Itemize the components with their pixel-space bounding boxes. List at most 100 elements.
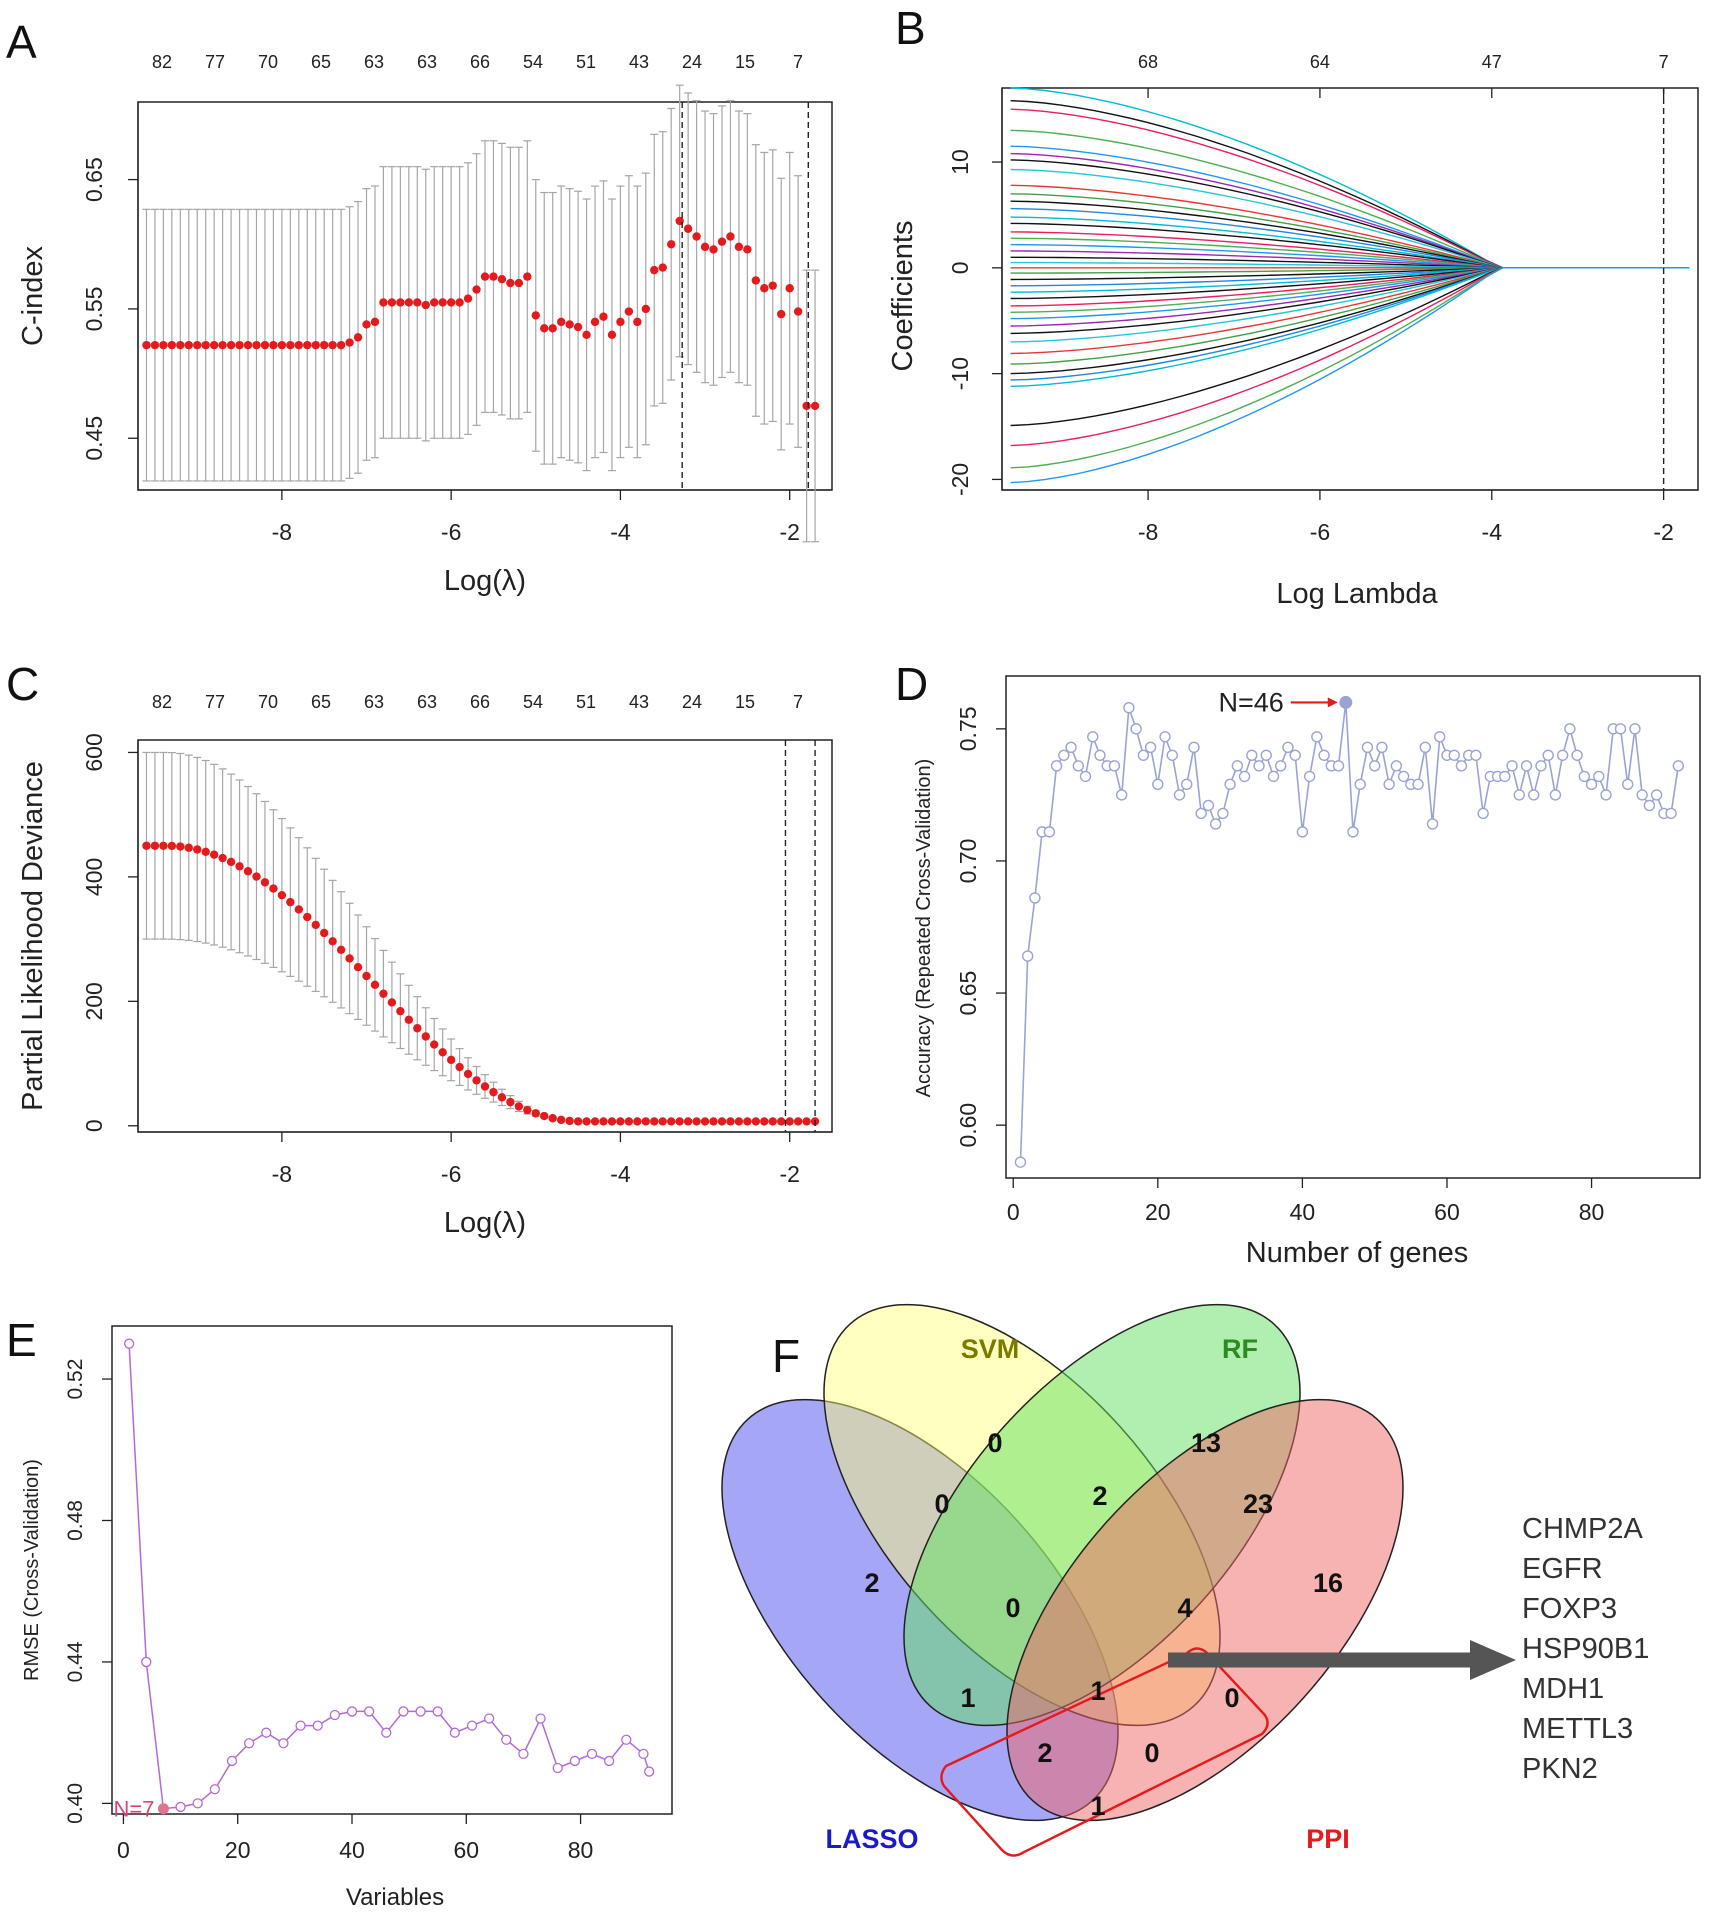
panel-d-point <box>1267 770 1280 783</box>
panel-d-point <box>1296 826 1309 838</box>
panel-e-point <box>363 1706 375 1717</box>
panel-b-ytick-label: -10 <box>947 357 973 390</box>
panel-a-xtick-label: -6 <box>441 519 461 545</box>
panel-e-point <box>603 1755 615 1767</box>
panel-d: D Number of genes Accuracy (Repeated Cro… <box>895 658 1701 1269</box>
panel-d-point <box>1361 741 1374 754</box>
panel-c-ytick-label: 600 <box>81 733 107 771</box>
panel-c-point <box>480 1082 490 1091</box>
panel-d-point <box>1622 778 1634 791</box>
panel-d-best-point <box>1339 695 1353 709</box>
panel-b-ytick-label: 10 <box>947 149 973 175</box>
panel-e-point <box>432 1706 443 1717</box>
panel-d-annotation-arrowhead <box>1327 697 1338 708</box>
panel-c-point <box>633 1117 642 1126</box>
panel-d-point <box>1347 826 1359 838</box>
panel-a-point <box>624 307 634 316</box>
panel-d-point <box>1159 731 1171 743</box>
panel-a-point <box>286 340 295 350</box>
panel-a-point <box>353 333 363 342</box>
panel-d-point <box>1614 723 1627 735</box>
panel-a-top-count: 82 <box>152 52 172 72</box>
panel-c-point <box>760 1117 769 1126</box>
panel-d-point <box>1520 760 1533 772</box>
panel-a-top-count: 63 <box>417 52 437 72</box>
panel-e-point <box>621 1734 632 1745</box>
panel-a-point <box>379 298 388 307</box>
panel-c-point <box>599 1117 608 1126</box>
gene-list: CHMP2A EGFR FOXP3 HSP90B1 MDH1 METTL3 PKN2 <box>1522 1513 1649 1785</box>
panel-a-point <box>370 317 380 327</box>
panel-c-point <box>658 1117 667 1126</box>
panel-b-label: B <box>895 2 926 54</box>
panel-d-point <box>1029 892 1041 904</box>
panel-b-coef-path <box>1010 152 1690 269</box>
venn-count-lasso-rf: 1 <box>960 1683 975 1713</box>
panel-b-xtick-label: -2 <box>1653 519 1673 545</box>
panel-d-point <box>1571 749 1583 761</box>
venn-count-lasso-svm-ppi: 2 <box>1037 1738 1052 1768</box>
panel-e-point <box>329 1709 341 1721</box>
panel-a-point <box>607 330 617 339</box>
panel-d-point <box>1072 760 1084 772</box>
panel-c-xtick-label: -8 <box>272 1161 292 1187</box>
panel-a-point <box>616 317 625 327</box>
panel-d-xlabel: Number of genes <box>1246 1237 1468 1269</box>
panel-b-xtick-label: -4 <box>1482 519 1503 545</box>
panel-c-point <box>726 1117 735 1126</box>
venn-count-rf-ppi: 23 <box>1243 1489 1273 1519</box>
panel-b-xlabel: Log Lambda <box>1276 578 1438 610</box>
panel-a-point <box>167 340 177 350</box>
panel-c-point <box>269 884 278 893</box>
panel-d-ytick-label: 0.60 <box>955 1103 981 1148</box>
panel-c-top-count: 82 <box>152 692 172 712</box>
panel-c-point <box>768 1117 777 1126</box>
panel-d-point <box>1419 741 1431 754</box>
panel-a-point <box>209 340 219 350</box>
panel-c-point <box>455 1062 464 1072</box>
panel-c-point <box>582 1117 591 1126</box>
panel-f-label: F <box>772 1330 800 1382</box>
panel-e-point <box>535 1713 546 1724</box>
panel-e-point <box>569 1755 581 1767</box>
panel-d-point <box>1209 818 1222 830</box>
panel-d-point <box>1079 770 1092 783</box>
panel-d-point <box>1470 749 1482 761</box>
panel-c-point <box>616 1117 625 1126</box>
panel-d-point <box>1050 760 1063 772</box>
panel-a-point <box>260 340 270 350</box>
panel-b-top-count: 47 <box>1482 52 1502 72</box>
panel-d-ytick-label: 0.75 <box>955 706 981 751</box>
panel-c-xtick-label: -6 <box>441 1161 461 1187</box>
panel-e-line <box>128 1343 650 1810</box>
panel-c-top-count: 66 <box>470 692 490 712</box>
panel-c-point <box>294 905 304 914</box>
panel-c-point <box>328 937 337 946</box>
panel-a-top-count: 24 <box>682 52 702 72</box>
panel-c-point <box>751 1117 761 1126</box>
panel-a-point <box>582 330 591 339</box>
panel-e-ytick-label: 0.44 <box>64 1641 87 1682</box>
panel-c-point <box>379 989 388 998</box>
panel-a-point <box>243 340 253 350</box>
panel-a-point <box>658 263 667 272</box>
panel-c-point <box>802 1117 811 1126</box>
panel-e-point <box>518 1748 529 1760</box>
panel-a-point <box>506 278 515 288</box>
panel-c-point <box>235 862 244 871</box>
panel-d-xtick-label: 40 <box>1290 1199 1316 1225</box>
panel-c-point <box>362 971 371 981</box>
panel-c-plot-box <box>137 739 833 1133</box>
panel-c-top-count: 43 <box>629 692 649 712</box>
panel-c-point <box>489 1087 498 1097</box>
panel-e-point <box>141 1656 152 1668</box>
panel-c-top-count: 15 <box>735 692 755 712</box>
panel-a-xlabel: Log(λ) <box>444 565 526 597</box>
panel-e-point <box>312 1720 323 1731</box>
panel-c-xlabel: Log(λ) <box>444 1207 526 1239</box>
panel-a-point <box>802 401 811 411</box>
panel-a-point <box>531 311 540 320</box>
panel-b-coef-path <box>1010 267 1690 484</box>
venn-count-svm-only: 0 <box>987 1428 1002 1458</box>
panel-a-point <box>319 340 329 350</box>
